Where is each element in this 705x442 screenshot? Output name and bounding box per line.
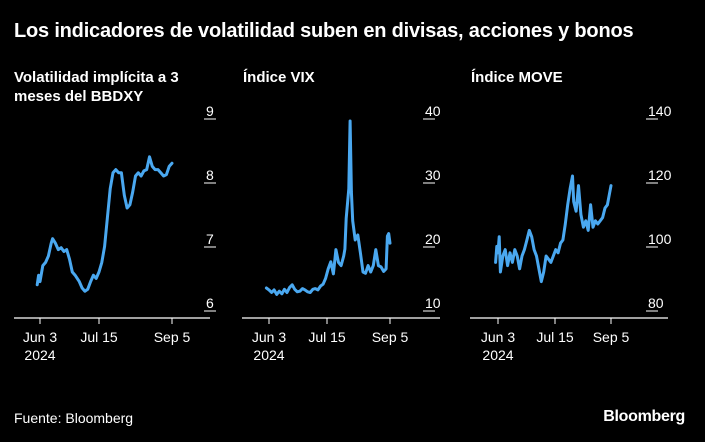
y-tick-label: 10 xyxy=(425,295,441,311)
x-tick-label: Sep 5 xyxy=(372,329,409,345)
series-line xyxy=(264,119,392,296)
panel-bbdxy: 6 7 8 9 Jun 3 2024 Jul 15 Sep 5 xyxy=(14,103,216,363)
x-tick-label: Jun 3 2024 xyxy=(252,329,286,363)
series-line xyxy=(35,155,174,293)
y-tick-label: 80 xyxy=(648,295,664,311)
chart-title: Los indicadores de volatilidad suben en … xyxy=(14,20,634,42)
x-tick-label: Jul 15 xyxy=(80,329,118,345)
panel-title-move: Índice MOVE xyxy=(471,69,563,86)
x-tick-label: Sep 5 xyxy=(593,329,630,345)
series-line xyxy=(494,174,613,284)
y-tick-label: 120 xyxy=(648,167,672,183)
y-tick-label: 100 xyxy=(648,231,672,247)
panel-title-vix: Índice VIX xyxy=(243,69,315,86)
y-tick-label: 9 xyxy=(206,103,214,119)
y-tick-label: 8 xyxy=(206,167,214,183)
panel-vix: 10 20 30 40 Jun 3 2024 Jul 15 Sep 5 xyxy=(242,103,441,363)
x-tick-label: Jul 15 xyxy=(308,329,346,345)
x-tick-label: Sep 5 xyxy=(154,329,191,345)
x-tick-label: Jun 3 2024 xyxy=(481,329,515,363)
y-tick-label: 20 xyxy=(425,231,441,247)
y-tick-label: 30 xyxy=(425,167,441,183)
y-tick-label: 7 xyxy=(206,231,214,247)
x-tick-label: Jul 15 xyxy=(536,329,574,345)
panel-title-bbdxy: Volatilidad implícita a 3 meses del BBDX… xyxy=(14,69,179,105)
source-note: Fuente: Bloomberg xyxy=(14,410,134,426)
panel-move: 80 100 120 140 Jun 3 2024 Jul 15 Sep 5 xyxy=(470,103,672,363)
y-tick-label: 40 xyxy=(425,103,441,119)
y-tick-label: 6 xyxy=(206,295,214,311)
x-tick-label: Jun 3 2024 xyxy=(23,329,57,363)
bloomberg-logo: Bloomberg xyxy=(603,408,685,425)
y-tick-label: 140 xyxy=(648,103,672,119)
